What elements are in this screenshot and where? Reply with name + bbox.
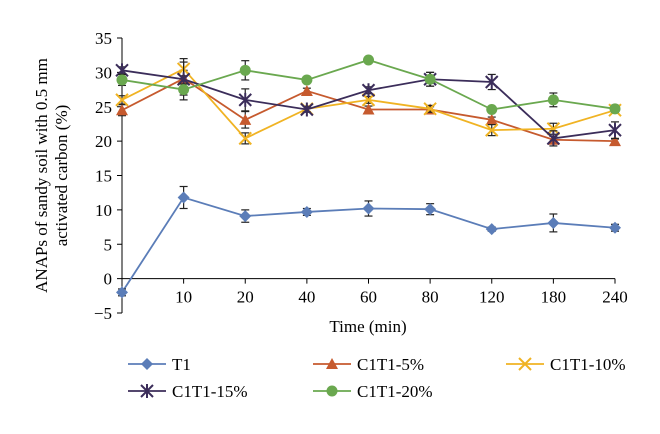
x-tick-label: 40 xyxy=(298,288,315,307)
series-t1 xyxy=(116,185,621,299)
y-tick-label: 0 xyxy=(104,270,113,289)
data-point xyxy=(116,74,128,86)
x-tick-label: 180 xyxy=(541,288,567,307)
data-point xyxy=(423,102,437,116)
legend-marker xyxy=(326,385,338,397)
data-point xyxy=(424,203,437,216)
x-tick-label: 80 xyxy=(422,288,439,307)
legend-marker xyxy=(140,384,154,398)
y-tick-label: 25 xyxy=(95,98,112,117)
data-point xyxy=(361,83,376,98)
y-tick-label: 20 xyxy=(95,132,112,151)
data-point xyxy=(361,93,376,107)
data-point xyxy=(485,113,498,125)
plot-area: −5 0 5 10 15 20 25 30 35 10 20 40 60 80 120 180 240 xyxy=(94,29,628,323)
data-point xyxy=(300,102,314,117)
data-point xyxy=(485,75,499,89)
legend-label: C1T1-20% xyxy=(357,382,433,401)
data-point xyxy=(546,131,561,146)
y-tick-label: 35 xyxy=(95,29,112,48)
data-point xyxy=(239,113,252,125)
data-point xyxy=(547,216,560,229)
legend-item: C1T1-15% xyxy=(128,382,248,401)
data-point xyxy=(609,135,621,147)
data-point xyxy=(238,92,252,107)
x-tick-label: 10 xyxy=(175,288,192,307)
x-tick-label: 60 xyxy=(360,288,377,307)
legend-marker xyxy=(141,358,153,370)
data-point xyxy=(546,122,561,136)
data-point xyxy=(239,210,252,223)
data-point xyxy=(177,191,190,204)
data-point xyxy=(300,84,313,96)
data-point xyxy=(300,205,313,218)
y-axis-label: ANAPs of sandy soil with 0.5 mm activate… xyxy=(32,58,71,293)
legend-item: C1T1-10% xyxy=(506,355,626,374)
data-point xyxy=(609,221,621,234)
y-axis-label-line-1: ANAPs of sandy soil with 0.5 mm xyxy=(32,58,51,293)
data-point xyxy=(301,74,313,86)
data-point xyxy=(115,93,129,107)
legend-label: T1 xyxy=(172,355,191,374)
y-tick-label: 30 xyxy=(95,63,112,82)
x-tick-label: 120 xyxy=(479,288,505,307)
data-point xyxy=(608,123,622,138)
legend-item: C1T1-20% xyxy=(313,382,433,401)
legend-label: C1T1-10% xyxy=(550,355,626,374)
y-tick-label: 5 xyxy=(104,235,113,254)
x-axis-label: Time (min) xyxy=(329,317,406,336)
data-point xyxy=(362,202,375,215)
legend-label: C1T1-5% xyxy=(357,355,424,374)
y-tick-label: 15 xyxy=(95,167,112,186)
data-point xyxy=(362,103,375,115)
data-point xyxy=(547,94,559,106)
data-point xyxy=(238,131,252,146)
data-point xyxy=(486,104,498,115)
data-point xyxy=(239,64,251,76)
x-tick-label: 240 xyxy=(602,288,628,307)
data-point xyxy=(116,286,128,299)
y-tick-label: 10 xyxy=(95,201,112,220)
legend: T1 C1T1-5% C1T1-10% C1T1-15% C1T1-20% xyxy=(128,355,626,401)
legend-item: T1 xyxy=(128,355,191,374)
x-tick-label: 20 xyxy=(237,288,254,307)
legend-marker xyxy=(518,357,532,371)
y-tick-label: −5 xyxy=(94,304,112,323)
data-point xyxy=(178,84,190,96)
data-point xyxy=(485,123,499,137)
legend-label: C1T1-15% xyxy=(172,382,248,401)
data-point xyxy=(116,104,128,116)
data-point xyxy=(424,73,436,85)
data-point xyxy=(363,54,374,66)
data-point xyxy=(485,223,498,236)
legend-item: C1T1-5% xyxy=(313,355,424,374)
series-c1t1-20- xyxy=(116,54,621,115)
legend-marker xyxy=(326,358,338,369)
y-axis-label-line-2: activated carbon (%) xyxy=(52,105,71,247)
data-point xyxy=(609,103,621,115)
